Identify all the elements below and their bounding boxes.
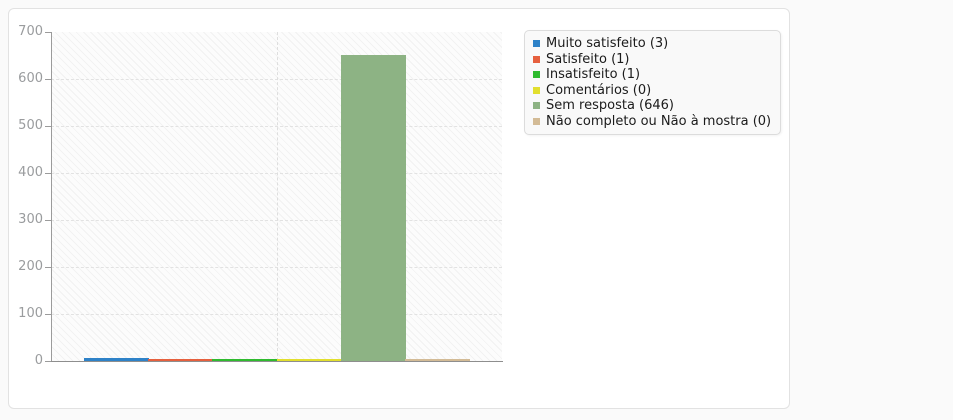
y-axis-tick-label: 0: [34, 353, 43, 368]
legend-swatch: [533, 117, 540, 125]
y-axis-tick: [45, 79, 51, 80]
y-axis-tick-label: 500: [18, 118, 43, 133]
bar-sem-resposta: [340, 55, 406, 361]
legend-label: Satisfeito (1): [546, 51, 630, 67]
gridline-h-100: [51, 314, 502, 315]
x-axis-line: [45, 361, 503, 362]
y-axis-tick: [45, 267, 51, 268]
legend-item-5: Não completo ou Não à mostra (0): [533, 114, 771, 130]
bar-coment-rios: [276, 359, 342, 361]
plot-area: [51, 32, 502, 361]
legend-swatch: [533, 102, 540, 110]
legend-swatch: [533, 71, 540, 79]
gridline-h-600: [51, 79, 502, 80]
legend-item-1: Satisfeito (1): [533, 52, 771, 68]
gridline-h-400: [51, 173, 502, 174]
y-axis-tick: [45, 361, 51, 362]
y-axis-tick-label: 200: [18, 259, 43, 274]
gridline-h-500: [51, 126, 502, 127]
y-axis-line: [51, 32, 52, 362]
y-axis-tick-label: 700: [18, 24, 43, 39]
chart-card: 0 100 200 300 400 500 600 700 Muito satisfeito …: [8, 8, 790, 409]
legend-label: Insatisfeito (1): [546, 67, 641, 83]
y-axis-tick: [45, 32, 51, 33]
legend-label: Comentários (0): [546, 82, 652, 98]
legend-label: Muito satisfeito (3): [546, 36, 669, 52]
y-axis-tick-label: 400: [18, 165, 43, 180]
legend-item-2: Insatisfeito (1): [533, 67, 771, 83]
bar-muito-satisfeito: [84, 358, 149, 361]
legend-item-3: Comentários (0): [533, 83, 771, 99]
bar-satisfeito: [148, 359, 214, 361]
bar-n-o-completo-ou-n-o-mostra: [405, 359, 470, 361]
gridline-v-center: [277, 32, 278, 361]
y-axis-tick: [45, 220, 51, 221]
legend-item-4: Sem resposta (646): [533, 98, 771, 114]
legend-box: Muito satisfeito (3) Satisfeito (1) Insati…: [524, 30, 782, 135]
legend-swatch: [533, 40, 540, 48]
y-axis-tick: [45, 126, 51, 127]
gridline-h-200: [51, 267, 502, 268]
y-axis-tick: [45, 173, 51, 174]
legend-item-0: Muito satisfeito (3): [533, 36, 771, 52]
legend-swatch: [533, 55, 540, 63]
y-axis-tick-label: 600: [18, 71, 43, 86]
legend-label: Sem resposta (646): [546, 98, 675, 114]
y-axis-tick-label: 100: [18, 306, 43, 321]
bar-insatisfeito: [212, 359, 278, 361]
y-axis-tick-label: 300: [18, 212, 43, 227]
legend-swatch: [533, 86, 540, 94]
y-axis-tick: [45, 314, 51, 315]
gridline-h-300: [51, 220, 502, 221]
legend-label: Não completo ou Não à mostra (0): [546, 113, 772, 129]
